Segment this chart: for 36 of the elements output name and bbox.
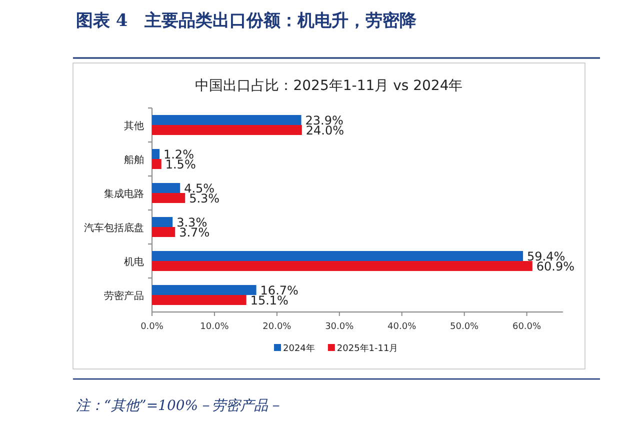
text: 注：“其他”=100%－劳密产品－ <box>76 398 282 414</box>
x-tick-label: 0.0% <box>140 322 164 332</box>
data-label: 1.5% <box>165 158 196 172</box>
data-label: 24.0% <box>306 124 344 138</box>
legend-label: 2024年 <box>283 343 315 354</box>
x-tick-label: 30.0% <box>325 322 354 332</box>
bar <box>152 285 256 295</box>
x-tick-label: 40.0% <box>388 322 417 332</box>
y-tick-label: 其他 <box>124 120 144 132</box>
bar <box>152 115 302 125</box>
x-tick-label: 20.0% <box>262 322 292 332</box>
x-tick-label: 10.0% <box>200 322 230 332</box>
y-tick-label: 船舶 <box>124 154 144 166</box>
bar <box>152 183 180 193</box>
bar <box>152 149 160 159</box>
bar <box>152 159 162 169</box>
bar <box>152 217 173 227</box>
legend-label: 2025年1-11月 <box>336 343 398 354</box>
data-label: 60.9% <box>536 260 575 274</box>
data-label: 5.3% <box>189 192 220 206</box>
data-label: 3.7% <box>179 226 210 240</box>
y-tick-label: 集成电路 <box>104 188 144 200</box>
bar <box>152 193 186 203</box>
y-tick-label: 汽车包括底盘 <box>84 222 144 234</box>
data-label: 15.1% <box>250 294 288 308</box>
bar <box>152 227 176 237</box>
bar <box>152 125 302 135</box>
y-tick-label: 机电 <box>124 256 144 268</box>
bar <box>152 261 532 271</box>
x-tick-label: 50.0% <box>450 322 480 332</box>
bar <box>152 251 524 261</box>
y-tick-label: 劳密产品 <box>104 290 144 302</box>
x-tick-label: 60.0% <box>512 322 542 332</box>
bar <box>152 295 246 305</box>
chart-title: 图表 4 主要品类出口份额：机电升，劳密降 <box>76 11 418 31</box>
chart-subtitle: 中国出口占比：2025年1-11月 vs 2024年 <box>195 78 463 94</box>
